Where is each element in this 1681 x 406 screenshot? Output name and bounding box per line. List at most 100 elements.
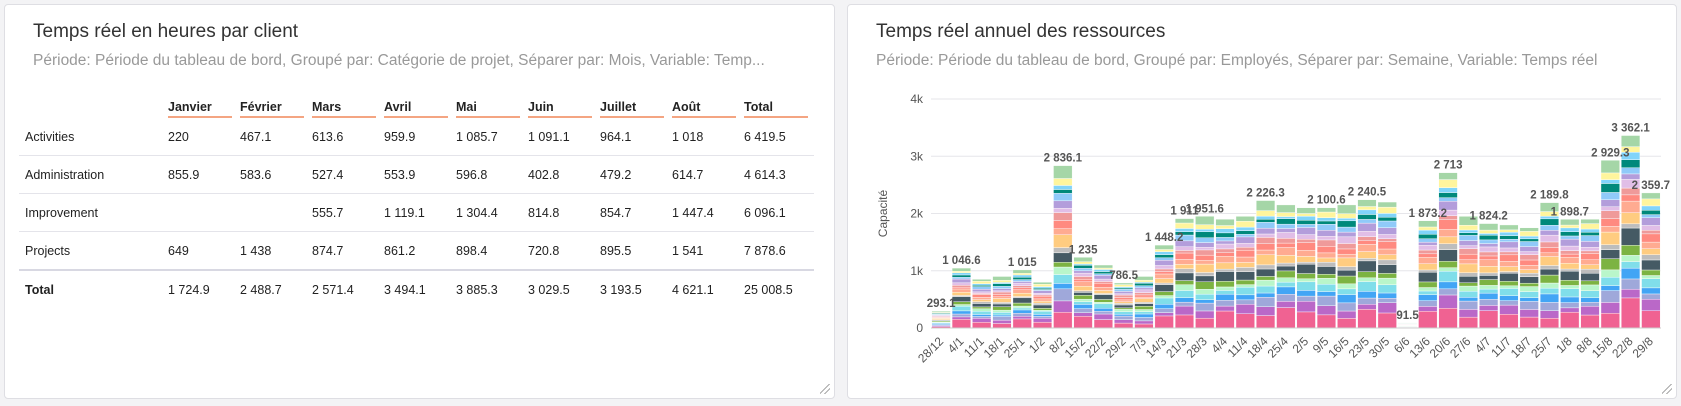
bar-segment[interactable] (1256, 243, 1276, 251)
column-header[interactable]: Mars (310, 97, 382, 118)
bar-segment[interactable] (1418, 272, 1438, 283)
bar-segment[interactable] (1073, 301, 1093, 305)
bar-segment[interactable] (1296, 216, 1316, 221)
bar-segment[interactable] (1580, 241, 1600, 248)
bar-segment[interactable] (1580, 297, 1600, 303)
bar-segment[interactable] (1235, 271, 1255, 281)
bar-segment[interactable] (1215, 228, 1235, 234)
bar-segment[interactable] (1377, 298, 1397, 303)
bar-segment[interactable] (1560, 268, 1580, 272)
bar-segment[interactable] (1235, 226, 1255, 231)
bar-segment[interactable] (1560, 263, 1580, 270)
bar-segment[interactable] (1539, 241, 1560, 248)
bar-segment[interactable] (1377, 273, 1397, 279)
week-bar[interactable] (931, 311, 951, 329)
bar-segment[interactable] (1195, 254, 1215, 261)
bar-segment[interactable] (1479, 239, 1499, 244)
bar-segment[interactable] (951, 267, 971, 272)
bar-segment[interactable] (1479, 288, 1499, 294)
bar-segment[interactable] (1235, 256, 1255, 263)
bar-segment[interactable] (1154, 257, 1174, 261)
bar-segment[interactable] (1479, 310, 1499, 329)
bar-segment[interactable] (1519, 291, 1539, 298)
bar-segment[interactable] (1539, 287, 1560, 295)
week-bar[interactable] (1398, 322, 1418, 329)
bar-segment[interactable] (1174, 252, 1194, 260)
bar-segment[interactable] (1154, 251, 1174, 255)
bar-segment[interactable] (1458, 240, 1478, 246)
bar-segment[interactable] (1174, 259, 1194, 265)
bar-segment[interactable] (1499, 254, 1519, 262)
bar-segment[interactable] (951, 319, 971, 329)
bar-segment[interactable] (972, 318, 992, 323)
column-header[interactable]: Février (238, 97, 310, 118)
bar-segment[interactable] (992, 319, 1012, 324)
week-bar[interactable] (1539, 202, 1560, 329)
bar-segment[interactable] (1235, 313, 1255, 329)
week-bar[interactable] (1114, 282, 1134, 329)
bar-segment[interactable] (1276, 262, 1296, 267)
bar-segment[interactable] (1012, 269, 1032, 274)
bar-segment[interactable] (1377, 241, 1397, 250)
bar-segment[interactable] (1377, 312, 1397, 329)
bar-segment[interactable] (1215, 248, 1235, 253)
bar-segment[interactable] (1073, 298, 1093, 302)
bar-segment[interactable] (951, 313, 971, 318)
bar-segment[interactable] (1377, 254, 1397, 261)
bar-segment[interactable] (1337, 218, 1357, 222)
bar-segment[interactable] (1438, 172, 1458, 180)
bar-segment[interactable] (1357, 304, 1377, 310)
bar-segment[interactable] (1195, 263, 1215, 273)
bar-segment[interactable] (1337, 248, 1357, 255)
bar-segment[interactable] (1337, 226, 1357, 233)
bar-segment[interactable] (1276, 223, 1296, 229)
bar-segment[interactable] (1580, 228, 1600, 233)
bar-segment[interactable] (1499, 247, 1519, 253)
bar-segment[interactable] (951, 274, 971, 278)
bar-segment[interactable] (1377, 234, 1397, 239)
bar-segment[interactable] (1296, 213, 1316, 217)
bar-segment[interactable] (931, 311, 951, 313)
bar-segment[interactable] (1600, 210, 1620, 219)
bar-segment[interactable] (1479, 275, 1499, 280)
bar-segment[interactable] (1316, 284, 1336, 292)
bar-segment[interactable] (1560, 296, 1580, 303)
bar-segment[interactable] (1195, 231, 1215, 238)
bar-segment[interactable] (1357, 297, 1377, 305)
bar-segment[interactable] (1377, 277, 1397, 286)
bar-segment[interactable] (1134, 296, 1154, 299)
bar-segment[interactable] (1012, 281, 1032, 284)
bar-segment[interactable] (1519, 254, 1539, 261)
bar-segment[interactable] (1012, 297, 1032, 304)
bar-segment[interactable] (992, 303, 1012, 307)
bar-segment[interactable] (1580, 232, 1600, 236)
bar-segment[interactable] (1377, 213, 1397, 218)
bar-segment[interactable] (1032, 308, 1053, 311)
bar-segment[interactable] (972, 279, 992, 282)
bar-segment[interactable] (1458, 259, 1478, 265)
bar-segment[interactable] (1256, 227, 1276, 235)
week-bar[interactable] (1438, 172, 1458, 329)
bar-segment[interactable] (1256, 264, 1276, 270)
bar-segment[interactable] (1357, 277, 1377, 282)
bar-segment[interactable] (1479, 285, 1499, 290)
bar-segment[interactable] (1053, 189, 1073, 194)
bar-segment[interactable] (1458, 285, 1478, 292)
bar-segment[interactable] (1560, 311, 1580, 329)
bar-segment[interactable] (1641, 225, 1661, 231)
bar-segment[interactable] (1499, 304, 1519, 315)
bar-segment[interactable] (1539, 234, 1560, 243)
bar-segment[interactable] (1641, 259, 1661, 271)
bar-segment[interactable] (1215, 256, 1235, 264)
bar-segment[interactable] (1215, 219, 1235, 226)
bar-segment[interactable] (1215, 281, 1235, 288)
bar-segment[interactable] (1154, 312, 1174, 317)
bar-segment[interactable] (1093, 287, 1113, 291)
bar-segment[interactable] (1621, 194, 1641, 202)
bar-segment[interactable] (1621, 223, 1641, 229)
bar-segment[interactable] (1195, 317, 1215, 329)
bar-segment[interactable] (1114, 315, 1134, 320)
bar-segment[interactable] (1215, 243, 1235, 250)
bar-segment[interactable] (1012, 312, 1032, 317)
bar-segment[interactable] (1337, 257, 1357, 267)
